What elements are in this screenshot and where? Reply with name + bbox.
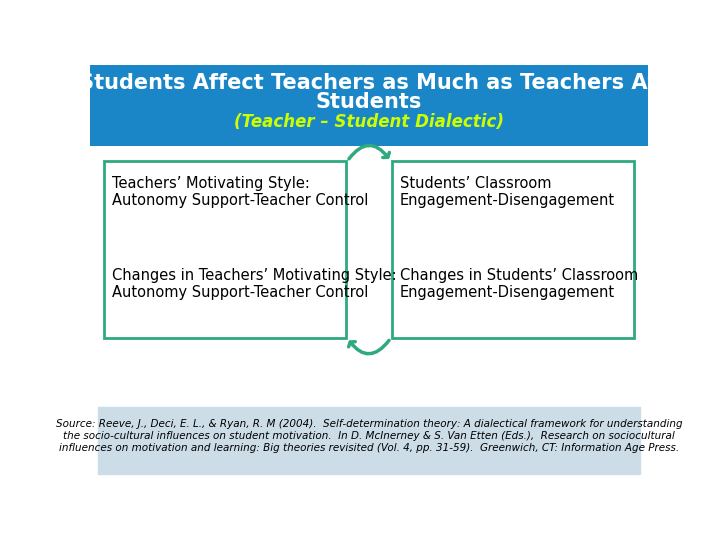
Text: Changes in Teachers’ Motivating Style:
Autonomy Support-Teacher Control: Changes in Teachers’ Motivating Style: A… [112,268,396,300]
Text: Teachers’ Motivating Style:
Autonomy Support-Teacher Control: Teachers’ Motivating Style: Autonomy Sup… [112,176,368,208]
Text: the socio-cultural influences on student motivation.  In D. McInerney & S. Van E: the socio-cultural influences on student… [63,431,675,441]
Text: Source: Reeve, J., Deci, E. L., & Ryan, R. M (2004).  Self-determination theory:: Source: Reeve, J., Deci, E. L., & Ryan, … [55,418,683,429]
Text: influences on motivation and learning: Big theories revisited (Vol. 4, pp. 31-59: influences on motivation and learning: B… [59,443,679,453]
Text: Changes in Students’ Classroom
Engagement-Disengagement: Changes in Students’ Classroom Engagemen… [400,268,638,300]
Bar [104,161,346,338]
Bar [90,65,648,146]
Text: 14. Students Affect Teachers as Much as Teachers Affect: 14. Students Affect Teachers as Much as … [35,73,703,93]
Text: Students: Students [316,92,422,112]
Bar [392,161,634,338]
Bar [98,407,640,475]
Text: Students’ Classroom
Engagement-Disengagement: Students’ Classroom Engagement-Disengage… [400,176,615,208]
Text: (Teacher – Student Dialectic): (Teacher – Student Dialectic) [234,113,504,131]
